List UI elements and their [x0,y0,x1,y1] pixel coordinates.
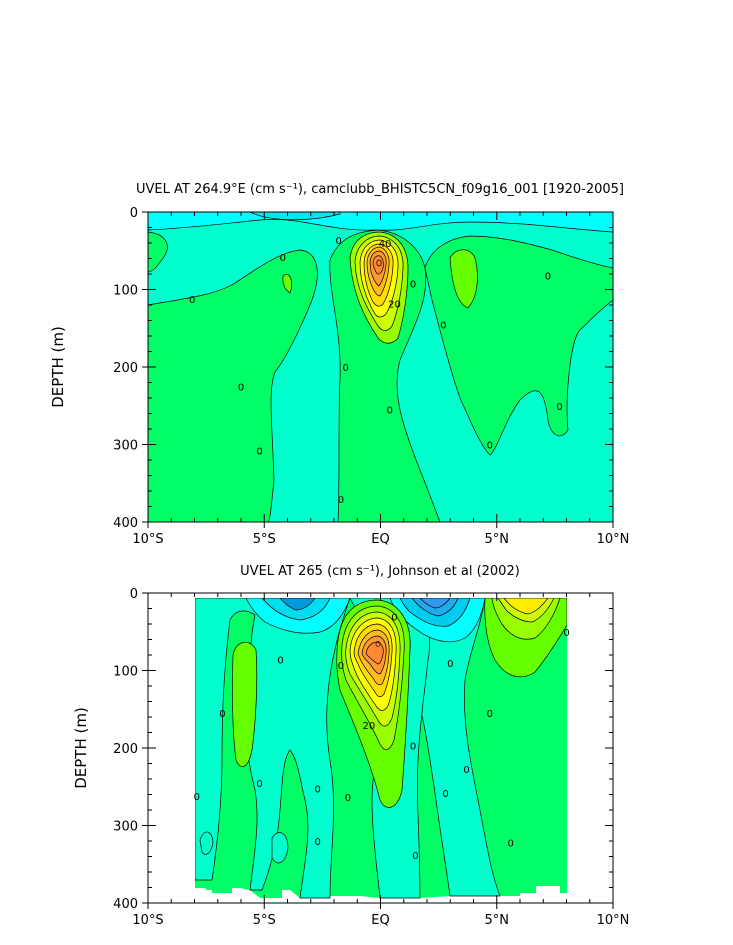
panel-2-cyan-pocket-west [199,831,214,855]
panel-1-contour-label: 0 [410,279,416,290]
panel-2-contour-label: 0 [277,656,283,667]
panel-2-green-bump-west [232,642,258,767]
panel-2-contour-label: 0 [463,765,469,776]
panel-2-contour-label: 0 [315,784,321,795]
panel-2-contour-label: 0 [487,709,493,720]
panel-2-ylabel: DEPTH (m) [72,707,90,789]
panel-1-title: UVEL AT 264.9°E (cm s⁻¹), camclubb_BHIST… [136,182,624,197]
panel-2-xtick-label: 5°N [485,913,510,928]
panel-1-ytick-label: 400 [113,516,138,531]
panel-1-contour-label: 20 [388,299,401,310]
panel-1-green-bump-east [449,249,478,309]
panel-2-cyan-pocket-mid [271,832,289,864]
panel-1-ytick-label: 100 [113,284,138,299]
panel-1-ytick-label: 200 [113,361,138,376]
panel-1-xtick-label: 10°S [132,532,163,547]
panel-2-ytick-label: 400 [113,897,138,912]
panel-1-contour-label: 0 [335,236,341,247]
panel-1-green-west [148,249,318,522]
panel-1-green-east [424,235,613,522]
panel-2-xtick-label: 10°N [597,913,630,928]
panel-1-contour-label: 0 [556,402,562,413]
panel-2-contour-label: 0 [447,659,453,670]
panel-1-contour-label: 0 [342,363,348,374]
panel-2-core-45 [365,641,384,665]
panel-2-contour-label: 0 [563,628,569,639]
panel-1-green-bump-west [282,274,292,294]
panel-1-xtick-label: 10°N [597,532,630,547]
panel-2-xtick-label: 5°S [253,913,276,928]
panel-1-ytick-label: 300 [113,439,138,454]
panel-2-contour-label: 0 [194,792,200,803]
panel-2-surface-east-4 [419,597,451,609]
panel-1-contour-label: 40 [379,239,392,250]
panel-1-green-left-top [148,231,168,273]
panel-2-contour-label: 0 [219,709,225,720]
panel-1-xtick-label: 5°S [253,532,276,547]
panel-1: UVEL AT 264.9°E (cm s⁻¹), camclubb_BHIST… [49,182,629,547]
panel-1-contour-field [148,212,613,522]
panel-1-ylabel: DEPTH (m) [49,326,67,408]
panel-2-ytick-label: 200 [113,742,138,757]
panel-2-contour-label: 0 [256,779,262,790]
panel-2-ytick-label: 0 [130,587,138,602]
panel-1-contour-label: 0 [280,253,286,264]
panel-2-contour-label: 0 [442,789,448,800]
panel-1-contour-label: 0 [545,272,551,283]
panel-2-contour-label: 0 [391,612,397,623]
panel-2: UVEL AT 265 (cm s⁻¹), Johnson et al (200… [72,564,629,928]
panel-2-contour-label: 0 [508,839,514,850]
panel-1-green-equatorial [329,229,441,522]
panel-1-contour-label: 0 [189,295,195,306]
panel-1-contour-label: 0 [238,382,244,393]
panel-1-surface-minimum [249,212,341,221]
panel-1-ytick-label: 0 [130,206,138,221]
panel-2-xtick-label: 10°S [132,913,163,928]
panel-2-xtick-label: EQ [371,913,389,928]
panel-2-ytick-label: 300 [113,820,138,835]
panel-1-xtick-label: EQ [371,532,389,547]
panel-2-core-max [375,641,381,647]
panel-2-contour-label: 0 [315,837,321,848]
panel-2-contour-labels: 0 0 0 0 0 0 0 0 0 0 0 0 0 0 0 0 20 0 [194,612,570,862]
panel-1-contour-labels: 0 0 0 0 0 0 0 0 0 0 0 0 0 40 20 [189,236,563,506]
panel-2-contour-label: 20 [363,721,376,732]
panel-2-contour-label: 0 [345,793,351,804]
panel-2-ytick-label: 100 [113,665,138,680]
panel-1-xtick-label: 5°N [485,532,510,547]
panel-1-contour-label: 0 [487,441,493,452]
panel-1-contour-label: 0 [440,320,446,331]
panel-2-cyan-west [194,597,351,899]
panel-2-contour-label: 0 [412,851,418,862]
panel-2-contour-label: 0 [410,742,416,753]
panel-2-surface-west-3 [279,597,316,611]
panel-1-contour-label: 0 [338,495,344,506]
panel-1-contour-label: 0 [256,447,262,458]
panel-2-title: UVEL AT 265 (cm s⁻¹), Johnson et al (200… [240,564,520,579]
panel-2-contour-label: 0 [338,661,344,672]
panel-1-contour-label: 0 [387,406,393,417]
panel-2-contour-field [148,593,613,903]
panel-2-east-jet-25 [503,597,549,615]
panel-1-core-max [376,259,382,267]
